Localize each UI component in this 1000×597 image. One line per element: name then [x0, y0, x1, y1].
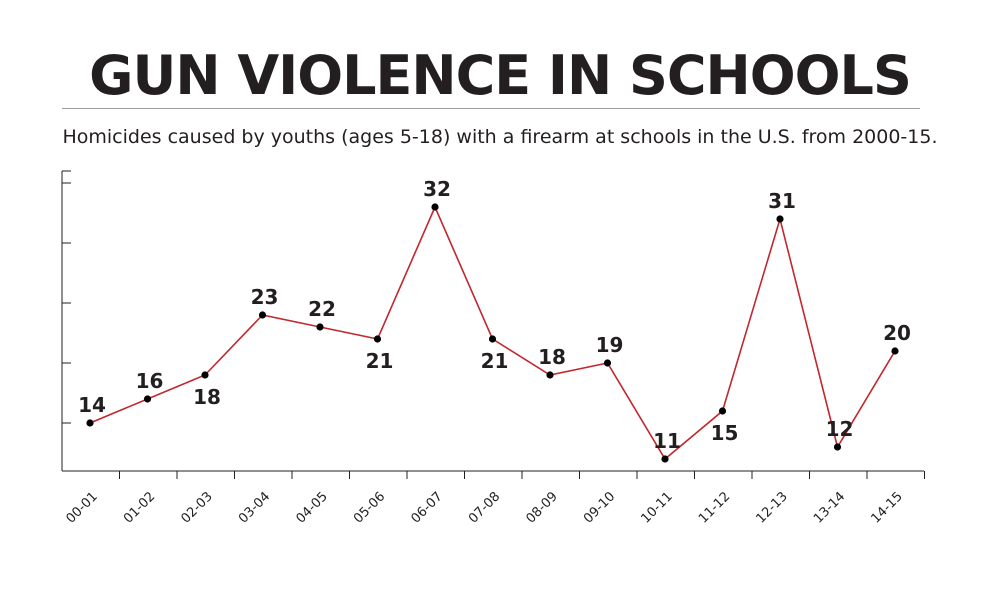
- data-point: [718, 407, 727, 415]
- data-point: [373, 335, 382, 343]
- chart-title: GUN VIOLENCE IN SCHOOLS: [89, 44, 912, 107]
- x-tick-label: 06-07: [409, 489, 446, 526]
- data-label: 14: [78, 393, 106, 417]
- x-tick-label: 09-10: [581, 489, 618, 526]
- x-tick-label: 03-04: [236, 489, 273, 526]
- data-label: 21: [366, 349, 394, 373]
- data-point: [546, 371, 554, 379]
- x-tick-label: 11-12: [696, 489, 733, 526]
- title-divider: [62, 108, 920, 109]
- data-point: [143, 395, 152, 403]
- x-tick-label: 10-11: [639, 489, 676, 526]
- chart-subtitle: Homicides caused by youths (ages 5-18) w…: [62, 126, 938, 148]
- data-point: [891, 347, 899, 355]
- data-point: [833, 443, 842, 451]
- data-point: [488, 335, 497, 343]
- series-layer: [86, 203, 899, 463]
- data-label: 19: [596, 333, 624, 357]
- x-tick-label: 08-09: [524, 489, 561, 526]
- data-point: [661, 455, 669, 463]
- data-label: 22: [308, 297, 336, 321]
- data-label: 18: [538, 345, 566, 369]
- x-tick-label: 05-06: [351, 489, 388, 526]
- data-point: [316, 323, 324, 331]
- data-point: [86, 419, 94, 427]
- x-tick-label: 00-01: [64, 489, 101, 526]
- data-label: 23: [251, 285, 279, 309]
- x-tick-label: 02-03: [179, 489, 216, 526]
- data-label: 31: [768, 189, 796, 213]
- data-label: 32: [423, 177, 451, 201]
- x-tick-label: 12-13: [754, 489, 791, 526]
- data-label: 12: [826, 417, 854, 441]
- data-point: [431, 203, 439, 211]
- label-layer: 14 16 18 23 22 21 32 21 18 19 11 15 31 12 20: [78, 177, 911, 453]
- data-label: 16: [136, 369, 164, 393]
- data-point: [258, 311, 267, 319]
- x-tick-label: 14-15: [869, 489, 906, 526]
- data-point: [776, 215, 784, 223]
- series-line: [89, 204, 896, 461]
- x-tick-label: 13-14: [811, 489, 848, 526]
- data-label: 15: [711, 421, 739, 445]
- data-label: 20: [883, 321, 911, 345]
- x-tick-label: 01-02: [121, 489, 158, 526]
- data-point: [603, 359, 612, 367]
- data-label: 11: [653, 429, 681, 453]
- x-tick-label: 04-05: [294, 489, 331, 526]
- data-point: [201, 371, 209, 379]
- data-label: 18: [193, 385, 221, 409]
- data-label: 21: [481, 349, 509, 373]
- x-tick-label: 07-08: [466, 489, 503, 526]
